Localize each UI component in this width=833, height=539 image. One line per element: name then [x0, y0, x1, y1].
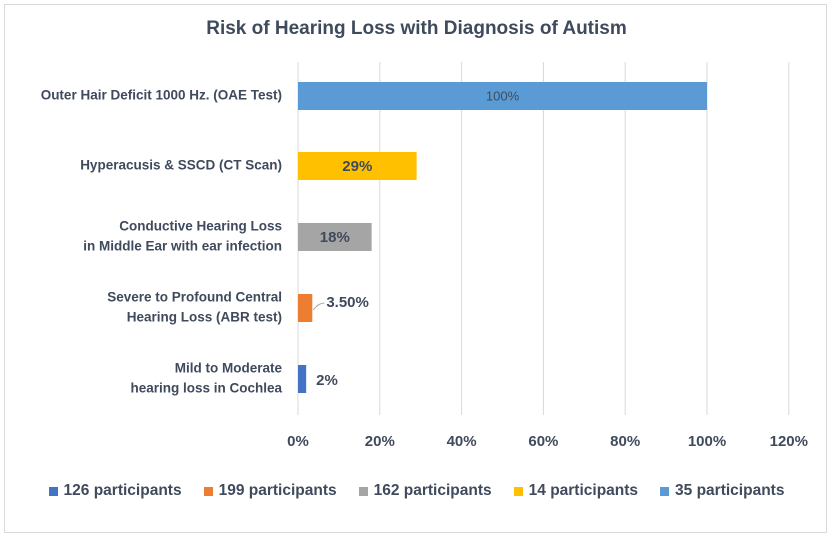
bar — [298, 294, 313, 322]
legend-swatch — [660, 486, 670, 496]
category-label: Severe to Profound Central — [107, 290, 282, 305]
bar — [298, 365, 307, 393]
x-tick-label: 100% — [688, 433, 726, 450]
category-label: Outer Hair Deficit 1000 Hz. (OAE Test) — [41, 88, 282, 103]
legend-item: 126 participants — [48, 482, 182, 500]
x-tick-label: 120% — [770, 433, 808, 450]
x-tick-label: 80% — [610, 433, 640, 450]
legend-label: 126 participants — [63, 482, 182, 499]
leader-line — [312, 302, 325, 311]
legend-item: 35 participants — [660, 482, 784, 500]
legend-item: 162 participants — [358, 482, 492, 500]
bar — [298, 82, 707, 110]
legend-label: 199 participants — [218, 482, 337, 499]
legend-swatch — [203, 486, 213, 496]
legend-item: 199 participants — [203, 482, 337, 500]
legend-label: 14 participants — [528, 482, 639, 499]
bar — [298, 223, 372, 251]
category-label: Conductive Hearing Loss — [119, 219, 282, 234]
legend-label: 162 participants — [373, 482, 492, 499]
x-tick-label: 0% — [287, 433, 309, 450]
x-tick-label: 20% — [365, 433, 395, 450]
category-label: Mild to Moderate — [175, 361, 283, 376]
category-label: Hearing Loss (ABR test) — [127, 310, 282, 325]
legend-swatch — [358, 486, 368, 496]
category-label: in Middle Ear with ear infection — [83, 239, 282, 254]
data-label: 3.50% — [326, 294, 369, 311]
legend-swatch — [48, 486, 58, 496]
legend-label: 35 participants — [675, 482, 785, 499]
category-label: hearing loss in Cochlea — [130, 381, 282, 396]
chart-legend: 126 participants 199 participants 162 part… — [0, 482, 833, 500]
legend-swatch — [513, 486, 523, 496]
bar — [298, 152, 417, 180]
data-label: 100% — [486, 88, 520, 103]
data-label: 29% — [342, 158, 372, 175]
data-label: 2% — [316, 372, 338, 389]
data-label: 18% — [320, 229, 350, 246]
category-label: Hyperacusis & SSCD (CT Scan) — [80, 158, 282, 173]
x-tick-label: 40% — [447, 433, 477, 450]
chart-title: Risk of Hearing Loss with Diagnosis of A… — [206, 18, 627, 39]
x-tick-label: 60% — [528, 433, 558, 450]
legend-item: 14 participants — [513, 482, 639, 500]
